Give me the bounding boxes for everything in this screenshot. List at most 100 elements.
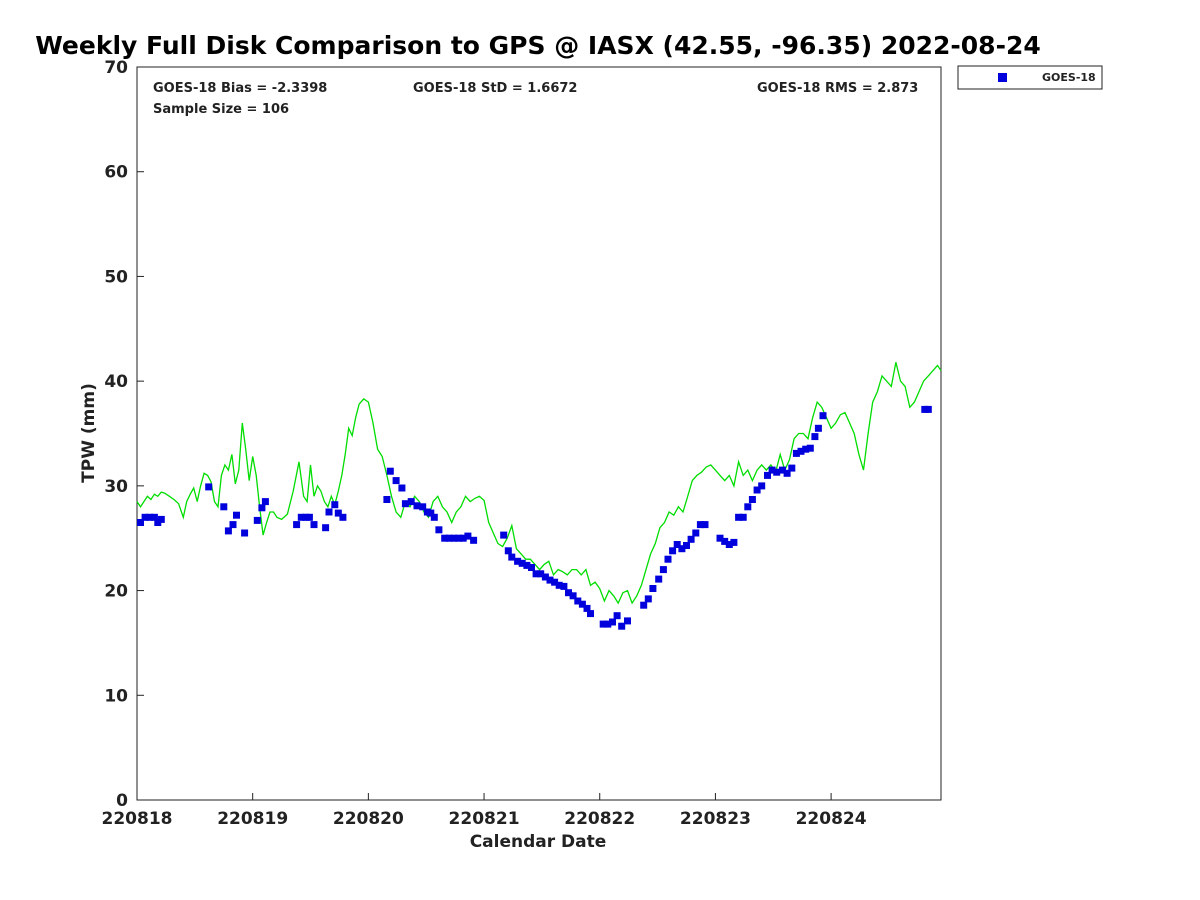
goes18-point <box>673 541 681 548</box>
goes18-point <box>659 566 667 574</box>
goes18-point <box>229 521 237 529</box>
goes18-point <box>587 610 594 618</box>
goes18-point <box>401 500 409 508</box>
goes18-point <box>146 513 154 521</box>
goes18-point <box>721 537 729 545</box>
goes18-point <box>500 531 508 539</box>
y-tick-label: 20 <box>104 582 128 602</box>
goes18-point <box>640 601 648 609</box>
goes18-point <box>692 529 700 537</box>
x-tick-label: 220821 <box>449 809 520 829</box>
goes18-point <box>459 534 467 542</box>
plot-area-frame <box>136 66 942 801</box>
goes18-point <box>583 604 591 612</box>
goes18-point <box>150 513 158 521</box>
goes18-point <box>687 535 695 543</box>
goes18-point <box>464 532 472 540</box>
goes18-point <box>325 508 333 516</box>
goes18-point <box>546 576 554 584</box>
goes18-point <box>725 541 733 548</box>
x-tick-label: 220818 <box>102 809 173 829</box>
goes18-point <box>618 622 626 630</box>
goes18-point <box>678 545 686 553</box>
x-tick-label: 220820 <box>333 809 404 829</box>
goes18-point <box>537 570 545 578</box>
goes18-point <box>924 405 932 413</box>
y-axis-ticks: 0 10 20 30 40 50 60 70 <box>104 58 144 811</box>
goes18-point <box>565 589 572 597</box>
goes18-point <box>716 534 724 542</box>
y-tick-label: 30 <box>104 477 128 497</box>
goes18-point <box>696 521 704 529</box>
goes18-point <box>797 447 805 455</box>
goes18-point <box>205 483 213 491</box>
goes18-point <box>137 519 144 526</box>
x-axis-label: Calendar Date <box>470 832 607 852</box>
goes18-point <box>392 477 400 485</box>
goes18-point <box>802 445 810 453</box>
gps-series-layer <box>136 362 942 605</box>
y-tick-label: 60 <box>104 163 128 183</box>
legend: GOES-18 <box>957 65 1103 90</box>
goes18-point <box>430 513 438 521</box>
goes18-point <box>508 553 516 561</box>
goes18-point <box>470 536 478 544</box>
legend-marker-goes18 <box>998 73 1007 82</box>
goes18-point <box>435 526 443 534</box>
goes18-point <box>528 564 535 571</box>
x-tick-label: 220823 <box>680 809 751 829</box>
goes18-point <box>419 503 427 511</box>
x-axis-ticks: 220818 220819 220820 220821 220822 220823 2208… <box>102 793 867 829</box>
goes18-point <box>398 484 406 492</box>
goes18-point <box>518 559 526 567</box>
goes18-point <box>664 555 672 563</box>
goes18-point <box>683 542 690 549</box>
x-tick-label: 220824 <box>796 809 867 829</box>
goes18-point <box>258 504 266 512</box>
goes18-point <box>644 595 652 603</box>
goes18-point <box>455 534 463 542</box>
goes18-point <box>560 582 568 590</box>
goes18-point <box>220 503 228 511</box>
goes18-point <box>806 444 814 452</box>
goes18-point <box>339 513 347 521</box>
goes18-point <box>450 534 458 542</box>
goes18-point <box>413 502 421 510</box>
goes18-point <box>655 575 663 583</box>
goes18-point <box>441 534 449 542</box>
goes18-point <box>768 466 776 474</box>
legend-box <box>957 65 1103 90</box>
goes18-point <box>604 620 612 628</box>
goes18-point <box>574 597 582 605</box>
goes18-point <box>386 467 394 475</box>
goes18-point <box>224 527 232 535</box>
goes18-point <box>569 592 577 600</box>
goes18-point <box>624 617 631 625</box>
goes18-point <box>407 498 415 506</box>
goes18-point <box>779 466 786 474</box>
goes18-point <box>445 534 453 542</box>
goes18-point <box>814 424 822 432</box>
goes18-point <box>331 501 339 509</box>
goes18-point <box>555 581 563 589</box>
goes18-point <box>514 557 522 565</box>
goes18-point <box>310 521 318 529</box>
goes18-point <box>613 612 621 620</box>
goes18-point <box>788 464 796 472</box>
stat-std: GOES-18 StD = 1.6672 <box>413 81 577 96</box>
goes18-point <box>141 513 149 521</box>
goes18-point <box>609 618 616 626</box>
goes18-point <box>551 578 559 586</box>
stat-bias: GOES-18 Bias = -2.3398 <box>153 81 327 96</box>
goes18-point <box>541 573 549 581</box>
goes18-point <box>701 521 709 529</box>
stat-rms: GOES-18 RMS = 2.873 <box>757 81 918 96</box>
goes18-point <box>739 513 747 521</box>
goes18-point <box>261 498 269 506</box>
goes18-point <box>735 513 743 521</box>
goes18-point <box>504 547 512 555</box>
goes18-point <box>819 412 827 420</box>
y-tick-label: 40 <box>104 372 128 392</box>
goes18-point <box>322 524 330 532</box>
goes18-point <box>792 449 800 457</box>
